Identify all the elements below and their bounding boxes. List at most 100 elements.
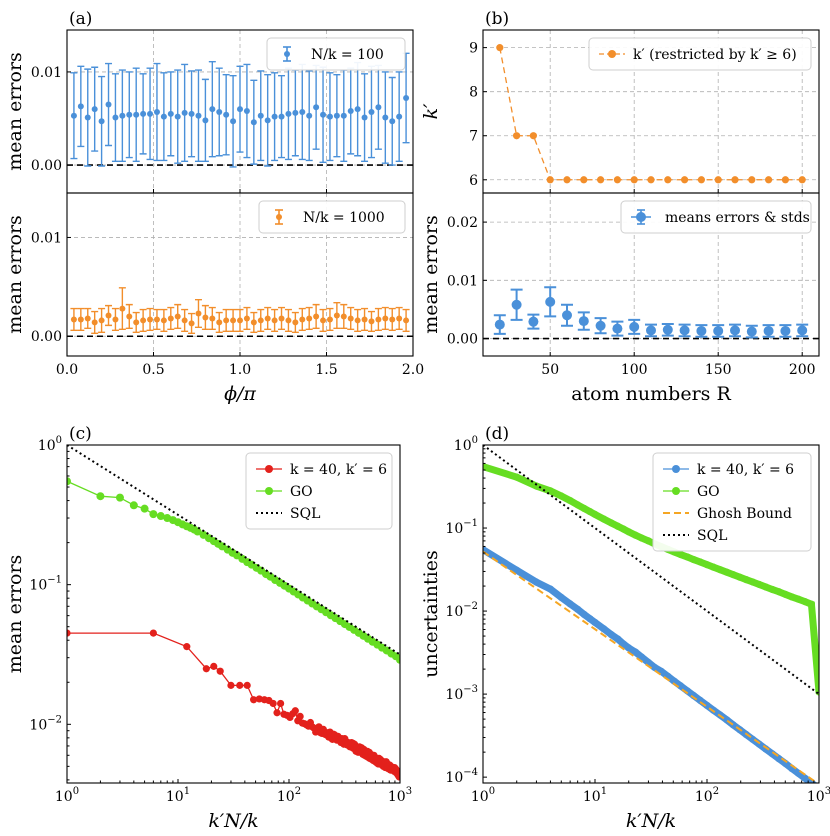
y-axis-label: k′ [420, 103, 442, 120]
data-point [320, 317, 327, 324]
legend: means errors & stds [620, 200, 812, 234]
y-tick-label: 10−3 [445, 684, 478, 703]
legend-marker [636, 212, 646, 222]
data-point [625, 644, 633, 652]
data-point [209, 106, 216, 113]
legend-marker [265, 487, 273, 495]
y-tick-label: 10−2 [445, 601, 478, 620]
data-point [243, 108, 250, 115]
x-tick-label: 102 [277, 786, 301, 805]
data-point [631, 531, 640, 539]
data-point [703, 561, 711, 569]
data-point [264, 117, 271, 124]
data-point [794, 595, 803, 603]
data-point [299, 108, 306, 115]
data-point [276, 699, 285, 708]
data-point [193, 527, 202, 536]
data-point [216, 667, 224, 675]
data-point [354, 317, 361, 324]
data-point [202, 117, 209, 124]
legend-label: GO [290, 484, 313, 500]
data-point [566, 496, 574, 505]
data-point [496, 44, 504, 52]
data-point [580, 504, 588, 513]
data-point [243, 315, 250, 322]
legend-marker [265, 465, 273, 473]
x-tick-label: 101 [583, 786, 607, 805]
data-point [230, 317, 237, 324]
y-tick-label: 0.01 [31, 65, 62, 81]
data-point [243, 681, 251, 689]
data-point [781, 176, 790, 184]
data-point [614, 522, 622, 530]
data-point [230, 118, 237, 125]
data-point [749, 735, 757, 743]
axes-frame [482, 192, 820, 357]
data-point [396, 315, 403, 322]
legend: k′ (restricted by k′ ≥ 6) [588, 37, 812, 71]
data-point [292, 109, 299, 116]
data-point [763, 325, 774, 336]
x-tick-label: 101 [166, 786, 190, 805]
data-point [801, 598, 809, 606]
series-line-k-40-k-6 [67, 632, 400, 778]
data-point [807, 600, 816, 608]
data-point [396, 655, 400, 664]
data-point [271, 317, 278, 324]
data-point [236, 681, 244, 689]
data-point [210, 662, 218, 670]
legend-label: N/k = 100 [311, 47, 384, 63]
data-point [781, 590, 789, 598]
data-point [696, 325, 707, 336]
y-tick-label: 0.02 [447, 215, 478, 231]
data-point [679, 325, 690, 336]
data-point [354, 106, 361, 113]
data-point [188, 320, 195, 327]
x-tick-label: 1.5 [315, 362, 337, 378]
data-point [368, 108, 375, 115]
data-point [595, 320, 606, 331]
legend-marker [284, 51, 290, 57]
data-point [269, 699, 277, 708]
data-point [188, 110, 195, 117]
y-tick-label: 0.00 [31, 158, 62, 174]
data-point [361, 316, 368, 323]
data-point [545, 296, 556, 307]
data-point [250, 319, 257, 326]
legend-label: GO [697, 484, 720, 500]
data-point [546, 176, 554, 184]
data-point [650, 663, 659, 671]
data-point [368, 318, 375, 325]
data-point [216, 108, 223, 115]
x-tick-label: 100 [55, 786, 79, 805]
data-point [91, 319, 98, 326]
data-point [77, 316, 84, 323]
data-point [574, 605, 582, 613]
legend-label: Ghosh Bound [697, 506, 792, 522]
data-point [768, 585, 776, 594]
data-point [237, 106, 243, 113]
data-point [586, 615, 594, 623]
data-point [607, 631, 615, 639]
axes-frame [66, 444, 401, 784]
data-point [96, 492, 105, 501]
data-point [644, 537, 653, 545]
data-point [709, 563, 717, 571]
data-point [749, 578, 757, 586]
data-point [271, 113, 278, 120]
data-point [696, 558, 704, 566]
panel-b_top: k′ (restricted by k′ ≥ 6) [482, 29, 820, 194]
data-point [181, 109, 188, 116]
data-point [153, 316, 160, 323]
data-point [613, 176, 622, 184]
data-point [347, 315, 354, 322]
y-tick-label: 6 [469, 173, 478, 189]
data-point [129, 501, 138, 510]
panel-b_bottom: means errors & stds [482, 192, 820, 357]
data-point [98, 118, 105, 125]
y-tick-label: 0.00 [31, 329, 62, 345]
y-axis-label: mean errors [4, 52, 26, 171]
data-point [237, 317, 243, 324]
data-point [140, 317, 147, 324]
data-point [326, 316, 333, 323]
